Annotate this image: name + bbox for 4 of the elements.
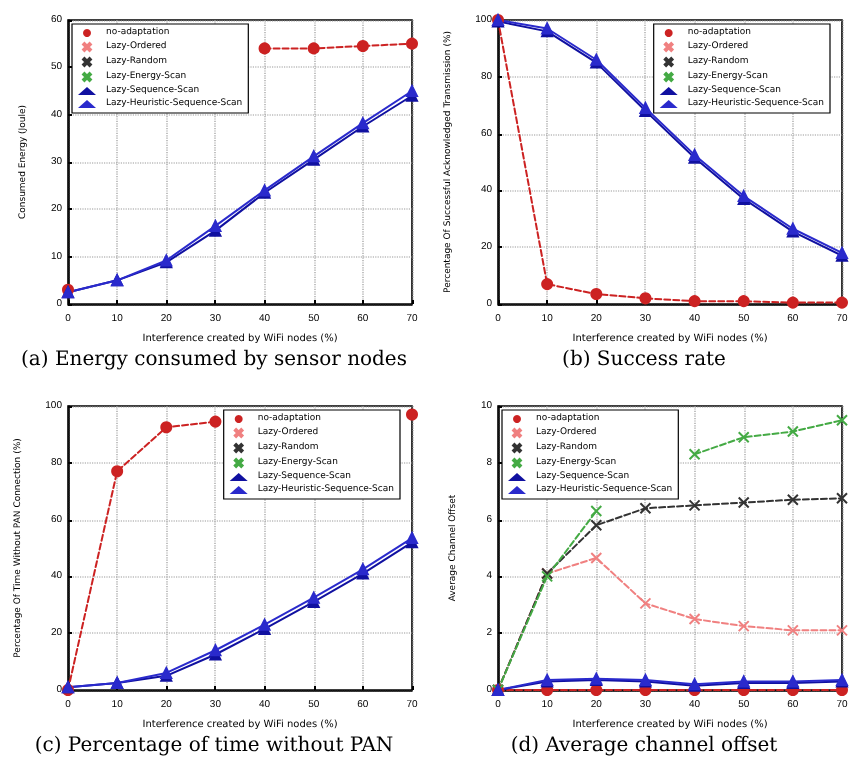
text: (c) Percentage of time without PAN [34,735,394,757]
text: (a) Energy consumed by sensor nodes [21,349,407,371]
text: (d) Average channel offset [510,735,778,757]
text: (b) Success rate [562,349,727,371]
